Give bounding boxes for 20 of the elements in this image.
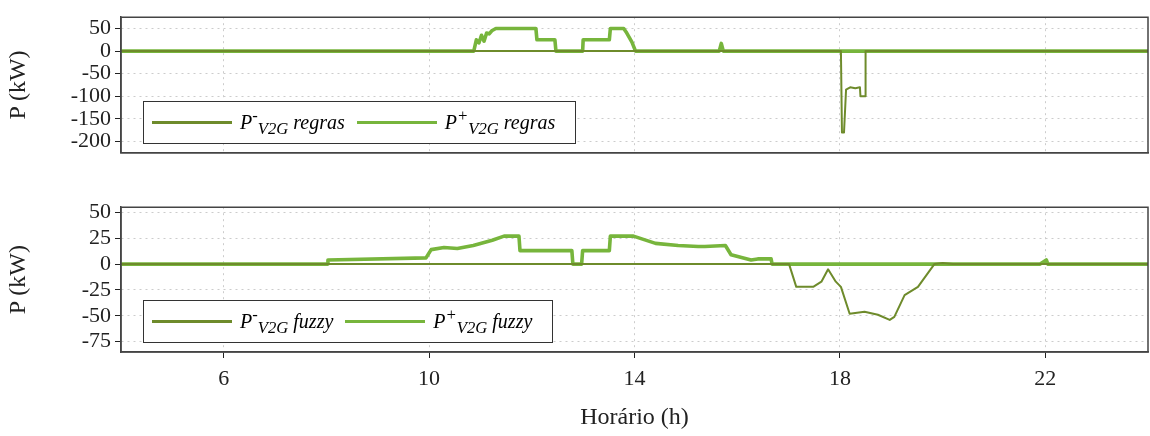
x-tick-label: 18 [828, 364, 851, 390]
y-axis-title: P (kW) [3, 245, 30, 315]
x-tick-label: 22 [1034, 364, 1057, 390]
legend-label: P$^{+}$$_{V2G}$ regras [444, 106, 556, 139]
y-axis-title: P (kW) [3, 50, 30, 120]
y-tick-label: -25 [81, 275, 111, 301]
y-tick-label: 0 [100, 249, 111, 275]
legend-label: P$^{-}$$_{V2G}$ fuzzy [240, 305, 334, 338]
y-tick-label: 50 [89, 198, 111, 224]
x-tick-label: 14 [623, 364, 646, 390]
y-tick-label: -75 [81, 327, 111, 353]
y-tick-label: -50 [81, 59, 111, 85]
x-tick-label: 6 [218, 364, 230, 390]
x-tick-label: 10 [418, 364, 441, 390]
y-tick-label: -200 [70, 127, 111, 153]
x-axis-title: Horário (h) [580, 402, 689, 429]
y-tick-label: 25 [89, 224, 111, 250]
legend-label: P$^{-}$$_{V2G}$ regras [240, 106, 345, 139]
legend-label: P$^{+}$$_{V2G}$ fuzzy [433, 305, 533, 338]
y-tick-label: -50 [81, 301, 111, 327]
